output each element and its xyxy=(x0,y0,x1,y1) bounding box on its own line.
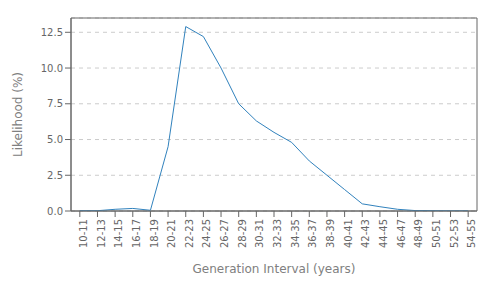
svg-text:42-43: 42-43 xyxy=(360,219,371,248)
svg-text:36-37: 36-37 xyxy=(307,219,318,248)
svg-text:30-31: 30-31 xyxy=(254,219,265,248)
svg-text:24-25: 24-25 xyxy=(201,219,212,248)
svg-text:16-17: 16-17 xyxy=(131,219,142,248)
svg-text:10.0: 10.0 xyxy=(41,63,63,74)
svg-text:38-39: 38-39 xyxy=(325,219,336,248)
svg-text:26-27: 26-27 xyxy=(219,219,230,248)
svg-text:20-21: 20-21 xyxy=(166,219,177,248)
svg-text:28-29: 28-29 xyxy=(237,219,248,248)
svg-text:12-13: 12-13 xyxy=(96,219,107,248)
svg-text:44-45: 44-45 xyxy=(378,219,389,248)
svg-text:2.5: 2.5 xyxy=(47,170,63,181)
svg-text:Likelihood (%): Likelihood (%) xyxy=(11,72,25,157)
svg-text:50-51: 50-51 xyxy=(431,219,442,248)
svg-text:10-11: 10-11 xyxy=(78,219,89,248)
svg-text:22-23: 22-23 xyxy=(184,219,195,248)
svg-text:48-49: 48-49 xyxy=(413,219,424,248)
svg-text:0.0: 0.0 xyxy=(47,206,63,217)
svg-text:32-33: 32-33 xyxy=(272,219,283,248)
svg-text:40-41: 40-41 xyxy=(343,219,354,248)
svg-text:54-55: 54-55 xyxy=(466,219,477,248)
svg-text:Generation Interval (years): Generation Interval (years) xyxy=(193,262,356,276)
svg-text:12.5: 12.5 xyxy=(41,27,63,38)
svg-text:52-53: 52-53 xyxy=(449,219,460,248)
svg-text:14-15: 14-15 xyxy=(113,219,124,248)
svg-text:34-35: 34-35 xyxy=(290,219,301,248)
svg-text:46-47: 46-47 xyxy=(396,219,407,248)
svg-text:18-19: 18-19 xyxy=(149,219,160,248)
svg-text:5.0: 5.0 xyxy=(47,134,63,145)
svg-text:7.5: 7.5 xyxy=(47,98,63,109)
